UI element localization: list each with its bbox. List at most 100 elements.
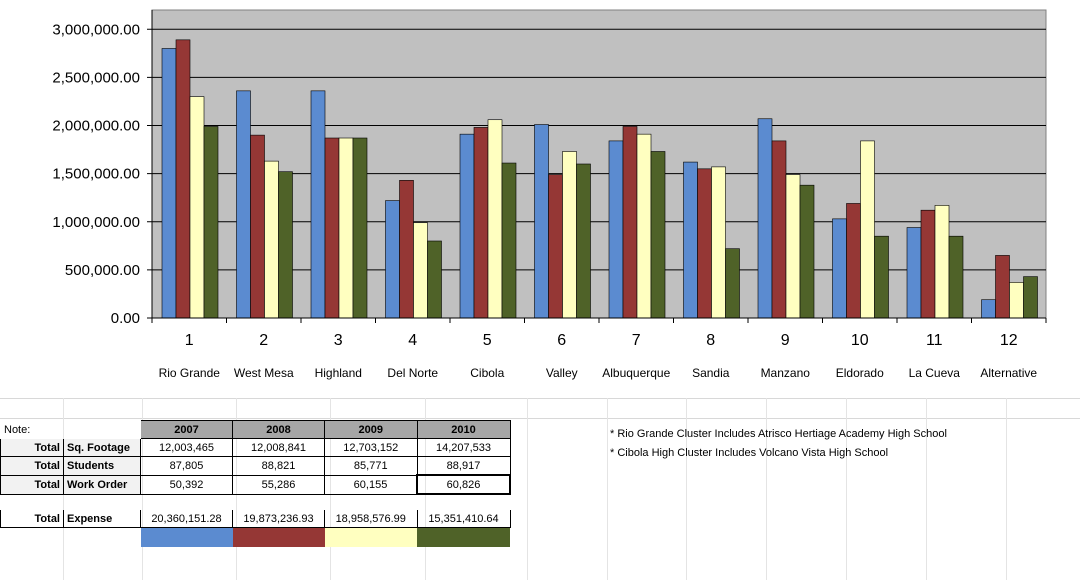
category-name-label: West Mesa (234, 366, 294, 380)
expense-cell[interactable]: 18,958,576.99 (324, 509, 418, 528)
note-label[interactable]: Note: (4, 423, 31, 436)
bar (250, 134, 265, 319)
bar (548, 174, 563, 319)
table-cell[interactable]: 12,008,841 (232, 438, 325, 457)
table-cell[interactable]: 12,003,465 (140, 438, 233, 457)
bar (278, 171, 293, 319)
row-label[interactable]: Sq. Footage (63, 438, 141, 457)
bar (860, 140, 875, 319)
table-cell[interactable]: 87,805 (140, 456, 233, 476)
year-header[interactable]: 2009 (324, 420, 418, 439)
bar (995, 255, 1010, 319)
bar (622, 126, 638, 319)
bar (264, 160, 279, 319)
expense-cell[interactable]: 20,360,151.28 (140, 509, 233, 528)
sheet-gridline (607, 398, 608, 580)
color-swatch (324, 527, 417, 547)
row-label-total[interactable]: Total (0, 438, 64, 457)
bar (948, 235, 964, 319)
row-label[interactable]: Students (63, 456, 141, 476)
note-text: * Rio Grande Cluster Includes Atrisco He… (610, 428, 947, 440)
bar (799, 184, 815, 319)
category-name-label: La Cueva (909, 366, 961, 380)
bar (785, 174, 801, 319)
table-header-row: Note: 2007 2008 2009 2010 (1, 420, 511, 439)
row-label-total[interactable]: Total (0, 509, 64, 528)
y-tick-label: 500,000.00 (65, 262, 140, 279)
bar (683, 161, 698, 319)
color-swatch (140, 527, 233, 547)
bar (1023, 276, 1038, 319)
table-cell[interactable]: 50,392 (140, 474, 233, 495)
x-tick-label: 8 (706, 332, 715, 349)
table-cell[interactable]: 85,771 (324, 456, 418, 476)
category-name-label: Manzano (761, 366, 811, 380)
y-tick-label: 1,500,000.00 (52, 166, 140, 183)
x-tick-label: 9 (781, 332, 790, 349)
table-row: Total Students 87,805 88,821 85,771 88,9… (0, 456, 511, 476)
row-label-total[interactable]: Total (0, 456, 64, 476)
y-tick-label: 1,000,000.00 (52, 214, 140, 231)
bar (725, 248, 740, 319)
x-tick-label: 11 (926, 332, 943, 349)
x-tick-label: 6 (557, 332, 566, 349)
bar-chart: 0.00 500,000.00 1,000,000.00 1,500,000.00 2,… (52, 9, 1047, 380)
empty-cell[interactable] (64, 421, 141, 439)
bar (771, 140, 787, 319)
note-text: * Cibola High Cluster Includes Volcano V… (610, 447, 889, 459)
bar (352, 137, 368, 319)
x-tick-label: 4 (408, 332, 417, 349)
row-label-total[interactable]: Total (0, 474, 64, 495)
expense-cell[interactable]: 15,351,410.64 (416, 509, 511, 528)
bar (711, 166, 726, 319)
bar (636, 133, 652, 319)
row-label[interactable]: Expense (63, 509, 141, 528)
bar (161, 48, 177, 319)
category-name-label: Del Norte (387, 366, 438, 380)
selected-cell[interactable]: 60,826 (416, 474, 511, 495)
color-swatch-row (1, 527, 510, 547)
x-tick-label: 2 (259, 332, 268, 349)
category-name-label: Alternative (980, 366, 1037, 380)
color-swatch (417, 527, 510, 547)
table-cell[interactable]: 88,917 (416, 456, 511, 476)
table-cell[interactable]: 12,703,152 (324, 438, 418, 457)
bar (562, 151, 577, 319)
table-cell[interactable]: 14,207,533 (416, 438, 511, 457)
x-tick-label: 1 (185, 332, 194, 349)
x-tick-label: 10 (851, 332, 869, 349)
bar (1009, 282, 1024, 319)
bar (189, 96, 205, 319)
table-cell[interactable]: 55,286 (232, 474, 325, 495)
x-tick-label: 12 (1000, 332, 1018, 349)
x-tick-label: 7 (632, 332, 641, 349)
spacer-row (1, 494, 511, 510)
row-label[interactable]: Work Order (63, 474, 141, 495)
table-cell[interactable]: 88,821 (232, 456, 325, 476)
year-header[interactable]: 2008 (232, 420, 325, 439)
sheet-gridline (527, 398, 528, 580)
sheet-gridline (686, 398, 687, 580)
category-name-label: Albuquerque (602, 366, 670, 380)
y-tick-label: 2,000,000.00 (52, 118, 140, 135)
table-cell[interactable]: 60,155 (324, 474, 418, 495)
bar (175, 39, 191, 319)
expense-row: Total Expense 20,360,151.28 19,873,236.9… (0, 509, 511, 528)
bar (832, 218, 847, 319)
table-row: Total Work Order 50,392 55,286 60,155 60… (0, 474, 511, 495)
y-tick-label: 2,500,000.00 (52, 69, 140, 86)
category-name-label: Sandia (692, 366, 730, 380)
plot-area (151, 9, 1047, 319)
bar (757, 118, 773, 319)
year-header[interactable]: 2010 (416, 420, 511, 439)
sheet-gridline (846, 398, 847, 580)
color-swatch (232, 527, 325, 547)
expense-cell[interactable]: 19,873,236.93 (232, 509, 325, 528)
chart-area: 0.00 500,000.00 1,000,000.00 1,500,000.00 2,… (52, 9, 1047, 380)
bar (874, 235, 889, 319)
bar (203, 126, 219, 319)
year-header[interactable]: 2007 (140, 420, 233, 439)
sheet-gridline (766, 398, 767, 580)
category-name-label: Cibola (470, 366, 504, 380)
bar (534, 124, 549, 319)
